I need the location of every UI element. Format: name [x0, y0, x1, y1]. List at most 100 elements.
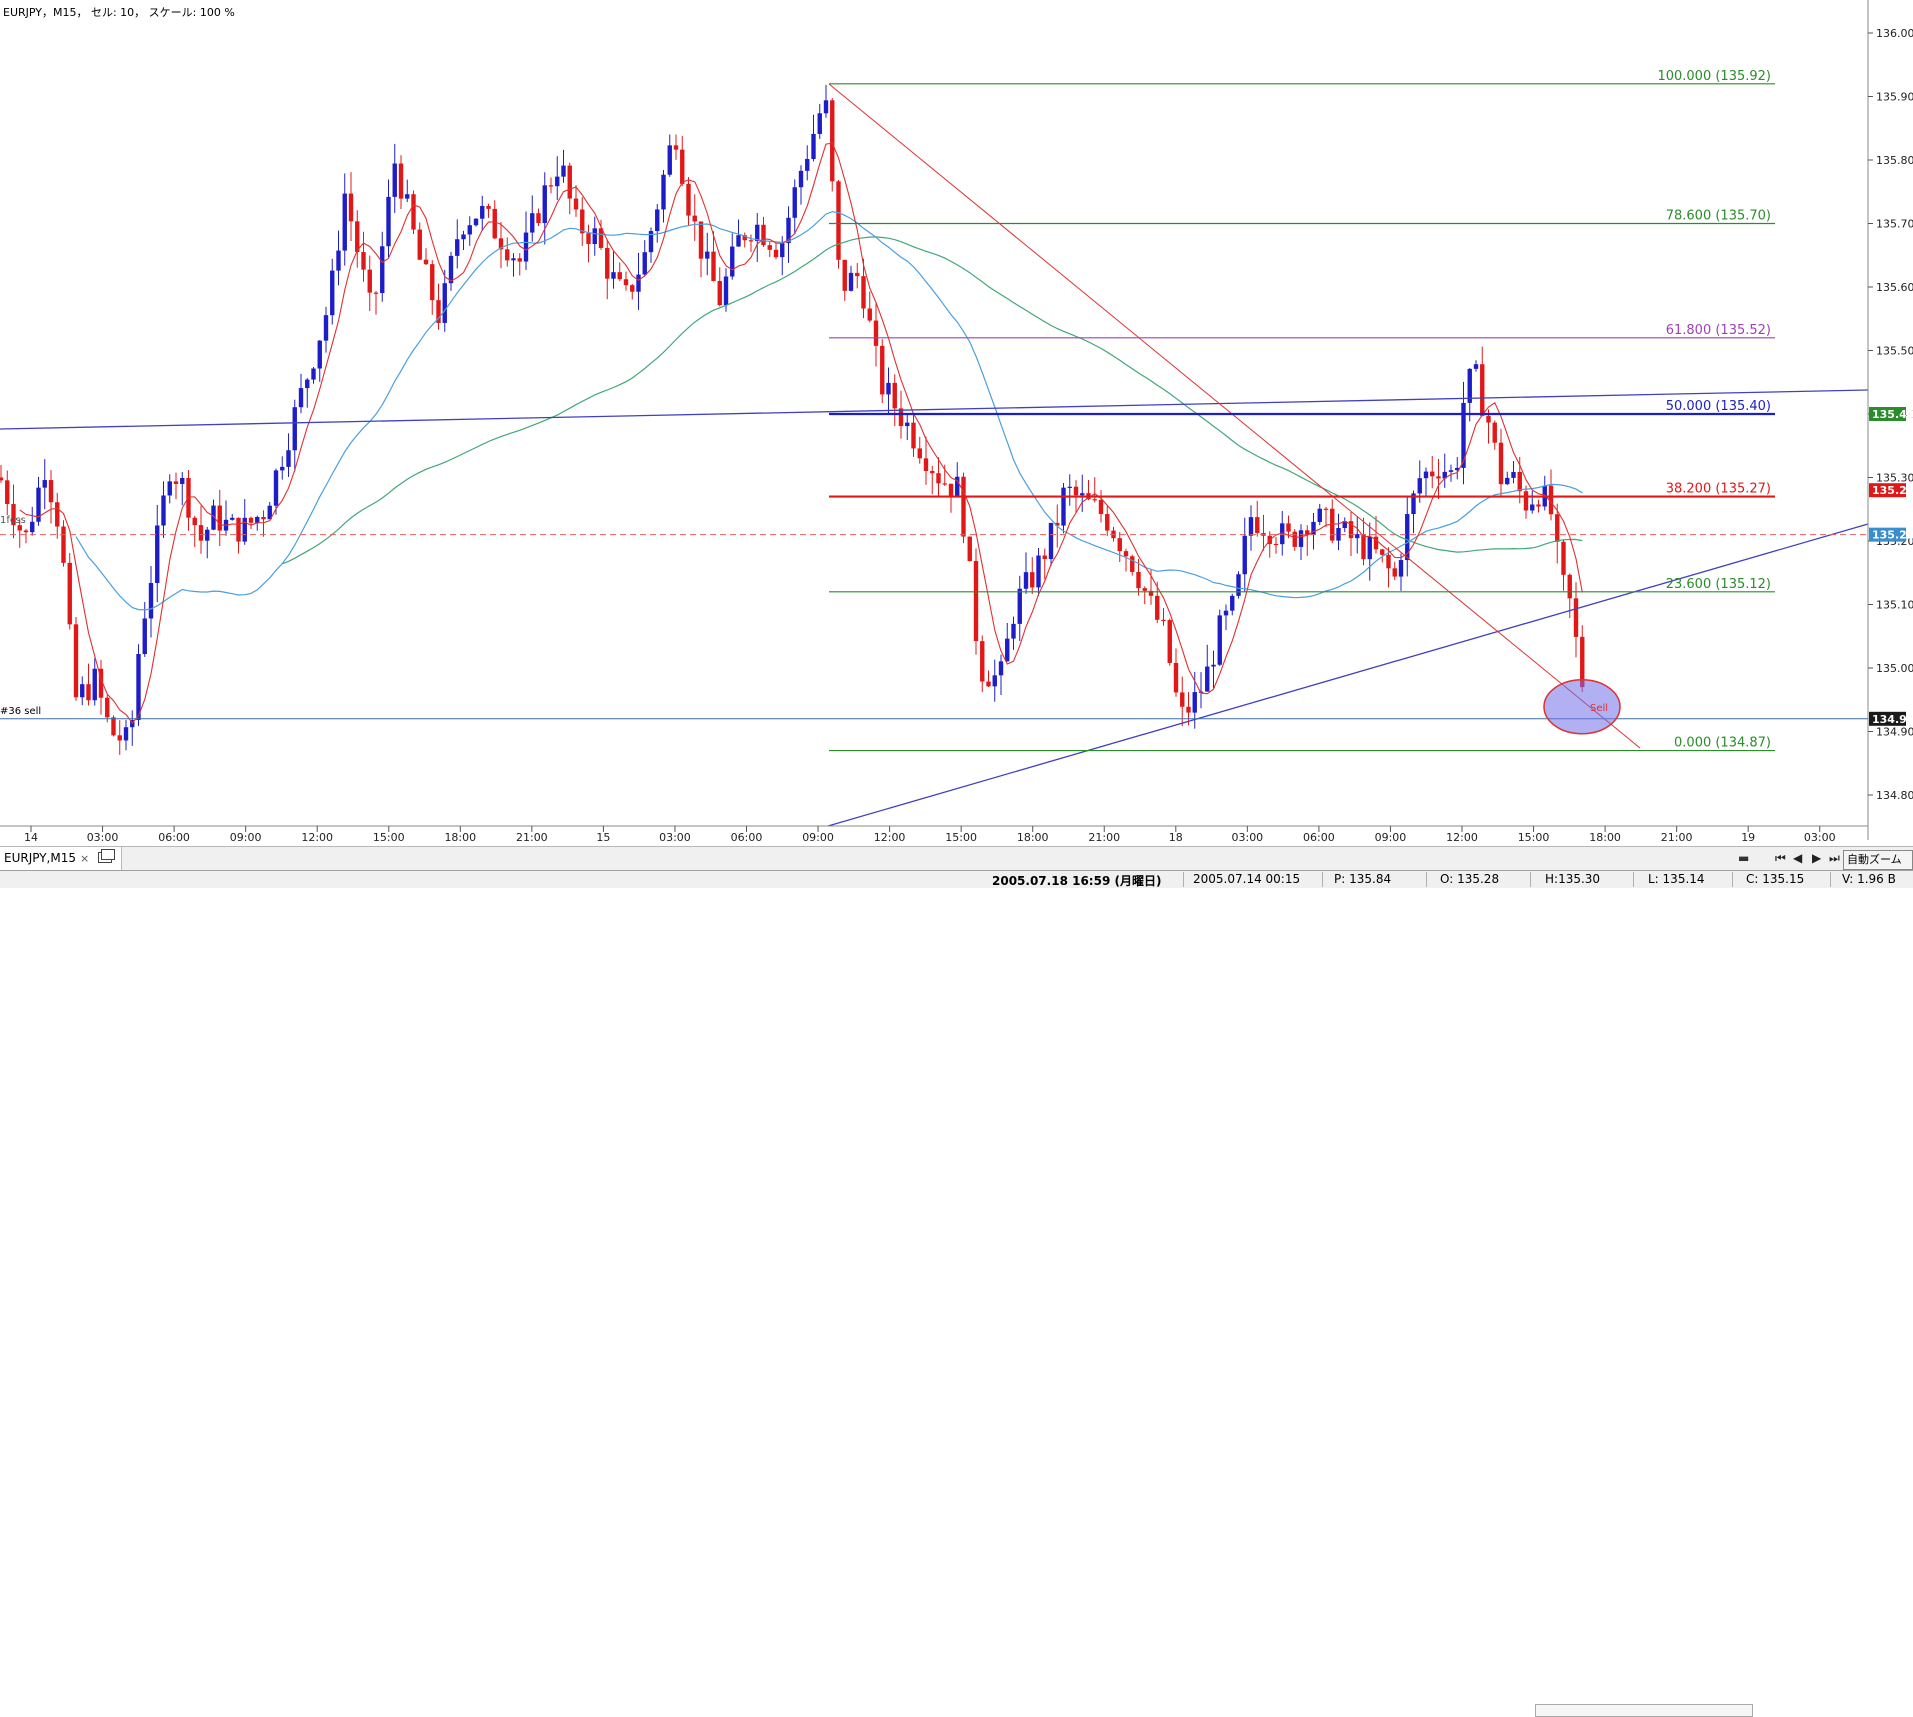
candle — [955, 462, 960, 497]
candle-body — [630, 285, 635, 292]
candle-body — [305, 379, 310, 389]
candle — [336, 230, 341, 286]
prev-bar-button[interactable]: ◀ — [1793, 851, 1803, 865]
candle-body — [1186, 706, 1191, 713]
candle-body — [1555, 514, 1560, 542]
price-chart[interactable]: Sell 100.000 (135.92) 78.600 (135.70) 61.8… — [0, 0, 1913, 846]
candle-body — [848, 272, 854, 291]
candle-body — [105, 697, 110, 718]
candle-body — [1573, 598, 1579, 637]
candle-body — [1517, 471, 1522, 492]
sell-marker[interactable] — [1543, 679, 1621, 735]
candle-body — [548, 185, 554, 187]
horizontal-scrollbar[interactable] — [1535, 1704, 1753, 1717]
candle-body — [948, 483, 954, 497]
candle-body — [55, 502, 60, 527]
candle-body — [836, 181, 841, 260]
candle — [1386, 547, 1391, 588]
status-divider — [1322, 872, 1323, 887]
price-tag-label: 134.92 — [1872, 713, 1913, 726]
candle — [305, 377, 310, 408]
ma-mid-line — [75, 211, 1583, 611]
auto-zoom-button[interactable]: 自動ズーム — [1843, 850, 1913, 870]
candle-body — [1161, 619, 1166, 622]
status-divider — [1830, 872, 1831, 887]
candle-body — [1461, 402, 1466, 468]
candle-body — [1030, 572, 1035, 588]
candle-body — [1167, 620, 1172, 663]
window-icon[interactable] — [98, 849, 115, 863]
last-bar-button[interactable]: ⏭ — [1829, 851, 1840, 865]
fib-diagonal-line[interactable] — [828, 83, 1641, 749]
candle — [636, 252, 641, 310]
first-bar-button[interactable]: ⏮ — [1775, 851, 1786, 865]
upper-trendline[interactable] — [0, 389, 1869, 430]
candle-body — [261, 517, 266, 520]
x-tick-label: 21:00 — [516, 831, 548, 844]
candle-body — [561, 165, 566, 177]
candle-body — [1455, 467, 1460, 471]
candle — [942, 464, 947, 486]
candle — [267, 502, 272, 520]
candle-body — [980, 641, 985, 682]
next-bar-button[interactable]: ▶ — [1812, 851, 1822, 865]
candle — [823, 84, 829, 118]
candle — [386, 179, 391, 258]
candle-body — [298, 388, 304, 408]
candle — [398, 155, 404, 209]
candle — [148, 565, 154, 638]
candle — [873, 302, 879, 367]
candles — [0, 84, 1585, 755]
candle-body — [617, 272, 622, 280]
candle — [1117, 532, 1122, 562]
candle-body — [442, 283, 447, 323]
candle — [1030, 557, 1035, 594]
price-tag: 135.40 — [1869, 407, 1913, 421]
candle-body — [155, 525, 160, 584]
candle-body — [1473, 364, 1479, 369]
candle-body — [786, 217, 791, 244]
status-divider — [1732, 872, 1733, 887]
candle-body — [1230, 595, 1235, 611]
candle — [817, 103, 822, 139]
x-tick-label: 19 — [1741, 831, 1755, 844]
candle-body — [686, 183, 691, 216]
candle — [161, 481, 166, 538]
candle — [617, 262, 622, 282]
candle-body — [355, 221, 360, 253]
lower-trendline[interactable] — [827, 523, 1869, 827]
close-icon[interactable]: × — [80, 852, 90, 865]
candle-body — [1148, 590, 1154, 596]
candle-body — [1361, 534, 1366, 560]
price-tags: 135.40 135.28 135.21 134.92 — [1869, 407, 1913, 726]
x-tick-label: 06:00 — [731, 831, 763, 844]
y-tick-label: 134.90 — [1876, 726, 1913, 739]
candle-body — [1448, 470, 1454, 472]
status-open: O: 135.28 — [1440, 872, 1500, 886]
candle — [492, 200, 497, 240]
candle — [642, 240, 647, 276]
candle — [648, 227, 654, 263]
candle-body — [861, 276, 866, 309]
candle — [1505, 471, 1510, 486]
candle — [686, 177, 691, 226]
candle-body — [792, 187, 797, 218]
status-bar: 2005.07.18 16:59 (月曜日) 2005.07.14 00:15 … — [0, 870, 1913, 888]
candle — [373, 290, 379, 315]
price-tag: 135.28 — [1869, 483, 1913, 498]
candle — [555, 156, 560, 200]
candle-body — [805, 158, 810, 171]
candle-body — [423, 259, 429, 265]
candle-body — [1236, 574, 1241, 596]
candle-body — [1005, 638, 1010, 662]
level-label: 1fcss — [0, 515, 26, 526]
candle-body — [1442, 471, 1447, 479]
candle — [367, 255, 372, 312]
candle — [1367, 522, 1372, 581]
candle-body — [1155, 595, 1160, 620]
candle — [1205, 644, 1210, 692]
candle-body — [430, 264, 435, 301]
chart-tab[interactable]: EURJPY,M15 × — [0, 847, 122, 870]
scroll-thumb-icon[interactable]: ▬ — [1738, 851, 1750, 865]
candle — [105, 694, 110, 723]
